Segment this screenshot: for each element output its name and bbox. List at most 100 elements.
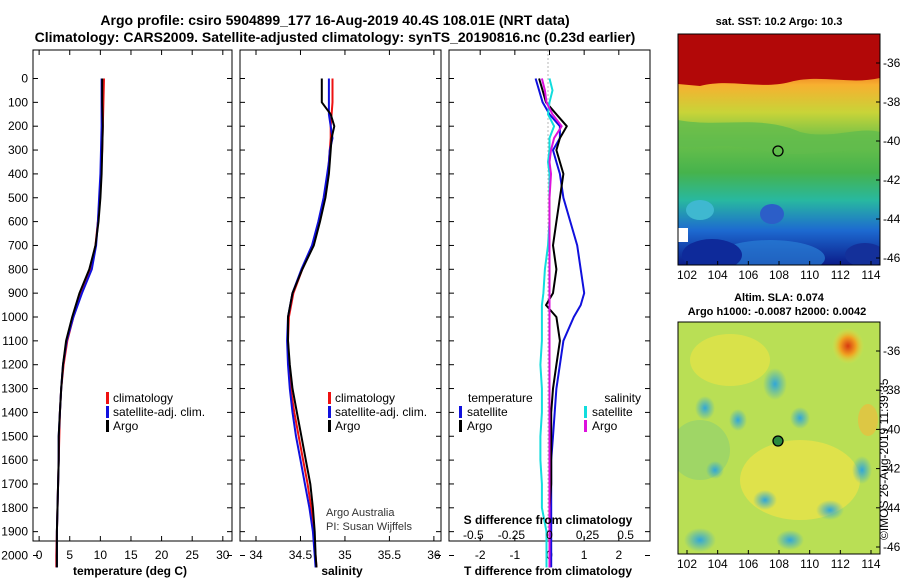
x-tick-label: 20 <box>155 548 169 562</box>
legend-sal-argo-swatch <box>584 420 587 432</box>
legend-temp-argo-swatch <box>459 420 462 432</box>
map-y-tick-label: -42 <box>883 173 900 187</box>
x-tick-label: -1 <box>510 548 521 562</box>
x-tick-label: 30 <box>216 548 230 562</box>
imos-watermark: ©IMOS 26-Aug-2019 11:39:35 <box>877 378 891 540</box>
map-x-tick-label: 110 <box>800 557 819 571</box>
depth-tick-label: 2000 <box>1 549 28 563</box>
depth-tick-label: 1000 <box>1 310 28 324</box>
legend-temp-argo: Argo <box>467 419 493 433</box>
x-tick-label: 5 <box>66 548 73 562</box>
depth-tick-label: 300 <box>8 143 28 157</box>
depth-tick-label: 1800 <box>1 501 28 515</box>
panel-difference: -2 -1 0 1 2 <box>448 49 651 568</box>
figure-title-line-1: Argo profile: csiro 5904899_177 16-Aug-2… <box>100 12 570 28</box>
legend-climatology: climatology <box>335 391 395 405</box>
x-tick-label: 34.5 <box>289 548 313 562</box>
map-x-tick-label: 104 <box>708 268 728 282</box>
x-tick-label: 2 <box>615 548 622 562</box>
map-x-tick-label: 110 <box>800 268 819 282</box>
map-x-tick-label: 106 <box>738 557 758 571</box>
panel-temperature: 0 5 10 15 20 25 30 <box>32 49 233 568</box>
depth-tick-label: 100 <box>8 95 28 109</box>
map-y-tick-label: -42 <box>883 462 900 476</box>
map-x-tick-label: 102 <box>677 557 697 571</box>
sla-title-2: Argo h1000: -0.0087 h2000: 0.0042 <box>688 306 867 318</box>
s-tick-label: 0 <box>546 528 553 542</box>
salinity-xlabel: salinity <box>321 564 363 578</box>
sla-map: 102 104 106 108 110 112 114 -36 -38 -40 -42 -44 -46 <box>677 321 900 571</box>
argo-location-marker <box>772 145 784 157</box>
depth-tick-label: 900 <box>8 286 28 300</box>
depth-tick-label: 1500 <box>1 429 28 443</box>
temperature-xlabel: temperature (deg C) <box>73 564 187 578</box>
map-x-tick-label: 108 <box>769 268 789 282</box>
map-x-tick-label: 102 <box>677 268 697 282</box>
legend-temperature-title: temperature <box>468 391 533 405</box>
temperature-legend: climatology satellite-adj. clim. Argo <box>106 391 205 433</box>
x-tick-label: 15 <box>124 548 138 562</box>
legend-satellite-swatch <box>106 406 109 418</box>
legend-sal-satellite-swatch <box>584 406 587 418</box>
depth-tick-label: 800 <box>8 262 28 276</box>
map-y-tick-label: -38 <box>883 95 900 109</box>
legend-sal-satellite: satellite <box>592 405 633 419</box>
x-tick-label: 1 <box>581 548 588 562</box>
depth-tick-label: 1100 <box>2 334 28 348</box>
legend-climatology-swatch <box>106 392 109 404</box>
series-line-salinity-argo <box>540 78 563 568</box>
map-x-tick-label: 114 <box>861 557 880 571</box>
map-y-tick-label: -36 <box>883 56 900 70</box>
map-x-tick-label: 108 <box>769 557 789 571</box>
depth-tick-label: 200 <box>8 119 28 133</box>
depth-tick-label: 700 <box>8 238 28 252</box>
salinity-legend: climatology satellite-adj. clim. Argo <box>328 391 427 433</box>
map-y-tick-label: -44 <box>883 501 900 515</box>
legend-satellite: satellite-adj. clim. <box>113 405 205 419</box>
depth-tick-label: 600 <box>8 215 28 229</box>
depth-tick-label: 1400 <box>1 405 28 419</box>
s-tick-label: 0.5 <box>617 528 634 542</box>
figure-title-line-2: Climatology: CARS2009. Satellite-adjuste… <box>34 29 636 45</box>
s-difference-label: S difference from climatology <box>464 513 633 527</box>
depth-tick-label: 1200 <box>1 358 28 372</box>
sst-title: sat. SST: 10.2 Argo: 10.3 <box>716 16 843 28</box>
sst-map: 102 104 106 108 110 112 114 -36 -38 -40 -42 -44 -46 <box>677 33 900 282</box>
s-tick-label: -0.5 <box>463 528 484 542</box>
map-y-tick-label: -46 <box>883 251 900 265</box>
credit-line-2: PI: Susan Wijffels <box>326 521 412 533</box>
legend-satellite: satellite-adj. clim. <box>335 405 427 419</box>
depth-tick-label: 1300 <box>1 382 28 396</box>
map-y-tick-label: -40 <box>883 134 900 148</box>
x-tick-label: -2 <box>475 548 486 562</box>
credit-line-1: Argo Australia <box>326 507 395 519</box>
series-line-argo <box>55 78 104 568</box>
x-tick-label: 35.5 <box>378 548 402 562</box>
legend-argo: Argo <box>335 419 361 433</box>
depth-tick-label: 0 <box>21 72 28 86</box>
map-y-tick-label: -38 <box>883 383 900 397</box>
legend-satellite-swatch <box>328 406 331 418</box>
legend-climatology: climatology <box>113 391 173 405</box>
argo-location-marker <box>772 435 784 447</box>
legend-climatology-swatch <box>328 392 331 404</box>
legend-temp-satellite: satellite <box>467 405 508 419</box>
difference-xlabel: T difference from climatology <box>464 564 632 578</box>
s-tick-label: -0.25 <box>498 528 526 542</box>
map-x-tick-label: 112 <box>831 557 850 571</box>
x-tick-label: 10 <box>94 548 108 562</box>
legend-temp-satellite-swatch <box>459 406 462 418</box>
series-line-salinity-satellite <box>539 78 556 568</box>
difference-legend: temperature satellite Argo salinity sate… <box>459 391 641 433</box>
depth-tick-label: 1700 <box>1 477 28 491</box>
x-tick-label: 0 <box>36 548 43 562</box>
legend-argo-swatch <box>106 420 109 432</box>
panel-salinity: 34 34.5 35 35.5 36 <box>239 49 442 568</box>
x-tick-label: 36 <box>427 548 441 562</box>
depth-tick-label: 400 <box>8 167 28 181</box>
legend-argo-swatch <box>328 420 331 432</box>
legend-argo: Argo <box>113 419 139 433</box>
map-x-tick-label: 104 <box>708 557 728 571</box>
x-tick-label: 35 <box>338 548 352 562</box>
depth-tick-label: 1600 <box>1 453 28 467</box>
